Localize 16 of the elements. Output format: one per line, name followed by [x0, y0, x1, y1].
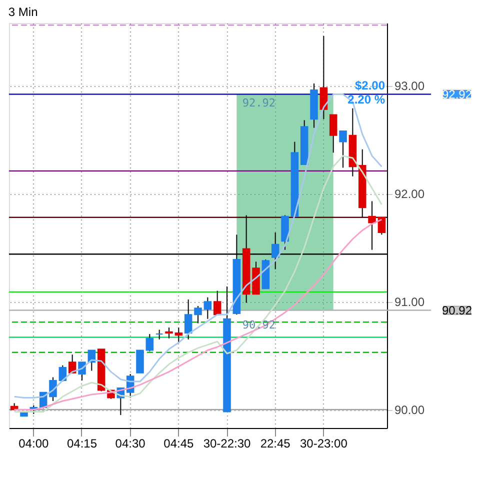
y-tick-label: 91.00 [394, 295, 425, 310]
y-tick-label: 92.00 [394, 187, 425, 202]
y-tick-label: 90.00 [394, 403, 425, 418]
y-tick-label: 93.00 [394, 79, 425, 94]
x-tick-label: 04:45 [164, 436, 194, 450]
ref-line-label: 90.92 [442, 303, 472, 318]
annotation: 92.92 [242, 96, 276, 110]
x-tick-label: 04:00 [18, 436, 49, 450]
annotation: $2.00 [354, 78, 386, 92]
chart-title: 3 Min [8, 5, 38, 19]
x-tick-label: 30-22:30 [203, 436, 252, 450]
annotation: 2.20 % [348, 92, 386, 106]
x-tick-label: 04:15 [66, 436, 98, 450]
x-tick-label: 22:45 [260, 436, 291, 450]
x-tick-label: 04:30 [115, 436, 146, 450]
x-tick-label: 30-23:00 [300, 436, 348, 450]
